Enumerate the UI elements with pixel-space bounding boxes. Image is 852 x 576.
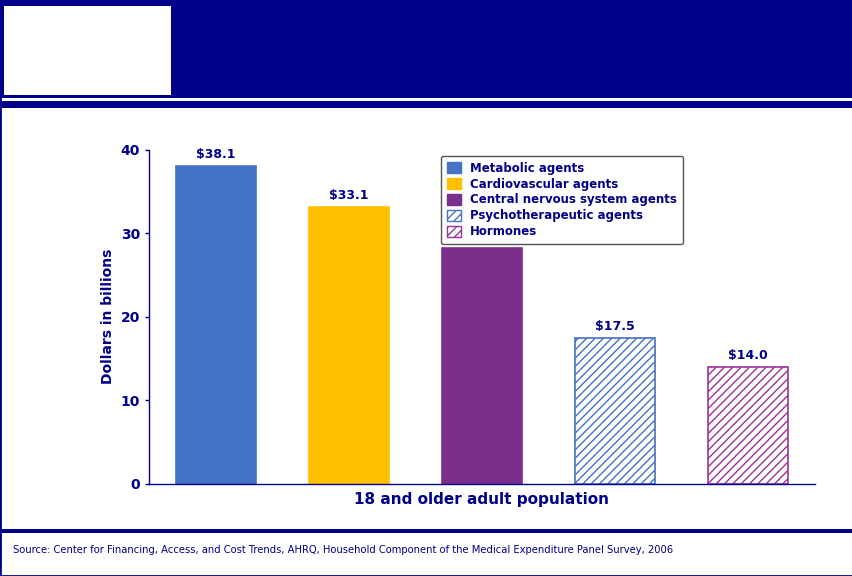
Text: Source: Center for Financing, Access, and Cost Trends, AHRQ, Household Component: Source: Center for Financing, Access, an… [13, 545, 672, 555]
Bar [308, 207, 389, 484]
Text: $17.5: $17.5 [595, 320, 634, 333]
Text: $33.1: $33.1 [329, 190, 368, 202]
Text: Figure 2. Top five therapeutic classifications for: Figure 2. Top five therapeutic classific… [297, 41, 708, 56]
Y-axis label: Dollars in billions: Dollars in billions [101, 249, 115, 385]
Text: $28.2: $28.2 [462, 230, 501, 243]
X-axis label: 18 and older adult population: 18 and older adult population [354, 492, 608, 507]
Legend: Metabolic agents, Cardiovascular agents, Central nervous system agents, Psychoth: Metabolic agents, Cardiovascular agents,… [440, 156, 682, 244]
Bar [707, 367, 787, 484]
Bar [574, 338, 654, 484]
Bar [441, 248, 521, 484]
Text: $38.1: $38.1 [196, 147, 235, 161]
Text: $14.0: $14.0 [728, 349, 767, 362]
Bar [176, 166, 256, 484]
Text: prescribed drugs ranked by total expense for adults, 2006: prescribed drugs ranked by total expense… [252, 70, 753, 85]
